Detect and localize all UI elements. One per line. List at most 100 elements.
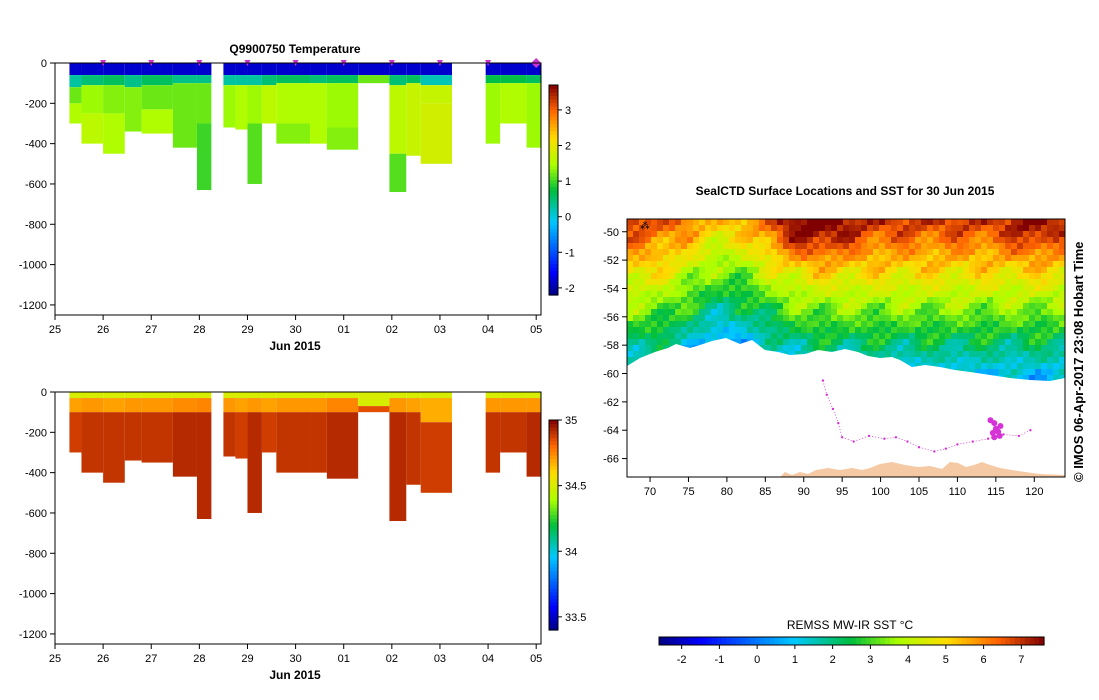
- sst-cell: [999, 363, 1005, 369]
- sst-cell: [939, 219, 945, 225]
- temperature-cells: [69, 63, 541, 193]
- sst-cell: [861, 285, 867, 291]
- sst-cell: [729, 243, 735, 249]
- sst-cell: [873, 267, 879, 273]
- sst-cell: [645, 303, 651, 309]
- sst-cell: [735, 219, 741, 225]
- sst-cell: [975, 243, 981, 249]
- sst-cell: [795, 249, 801, 255]
- profile-cell: [235, 412, 248, 459]
- colorbar-segment: [549, 451, 558, 456]
- sst-cell: [993, 297, 999, 303]
- sst-colorbar-tick-label: 4: [905, 654, 911, 666]
- sst-cell: [717, 285, 723, 291]
- sst-colorbar-segment: [769, 637, 776, 645]
- sst-cell: [1059, 327, 1065, 333]
- sst-cell: [1017, 357, 1023, 363]
- sst-cell: [933, 231, 939, 237]
- sst-cell: [903, 273, 909, 279]
- sst-cell: [771, 243, 777, 249]
- sst-cell: [639, 237, 645, 243]
- colorbar-segment: [549, 623, 558, 628]
- profile-cell: [389, 85, 407, 154]
- y-tick-label: -200: [25, 427, 47, 439]
- sst-cell: [975, 285, 981, 291]
- sst-cell: [771, 315, 777, 321]
- sst-cell: [897, 273, 903, 279]
- sst-cell: [1059, 237, 1065, 243]
- sst-colorbar-segment: [793, 637, 800, 645]
- sst-cell: [1059, 345, 1065, 351]
- sst-cell: [813, 303, 819, 309]
- sst-cell: [939, 339, 945, 345]
- sst-cell: [1017, 225, 1023, 231]
- sst-cell: [1035, 297, 1041, 303]
- sst-cell: [843, 303, 849, 309]
- sst-cell: [1053, 219, 1059, 225]
- colorbar-segment: [549, 204, 558, 209]
- sst-cell: [873, 231, 879, 237]
- sst-cell: [1029, 321, 1035, 327]
- sst-cell: [909, 225, 915, 231]
- colorbar-segment: [549, 186, 558, 191]
- sst-cell: [1011, 339, 1017, 345]
- sst-cell: [1017, 285, 1023, 291]
- sst-cell: [699, 267, 705, 273]
- sst-cell: [837, 315, 843, 321]
- sst-cell: [861, 237, 867, 243]
- sst-cell: [783, 267, 789, 273]
- map-y-tick-label: -50: [603, 227, 619, 239]
- sst-cell: [951, 249, 957, 255]
- sst-cell: [837, 237, 843, 243]
- sst-cell: [813, 333, 819, 339]
- sst-cell: [825, 267, 831, 273]
- sst-cell: [987, 333, 993, 339]
- colorbar-segment: [549, 595, 558, 600]
- sst-cell: [693, 219, 699, 225]
- profile-cell: [247, 392, 262, 399]
- sst-cell: [975, 369, 981, 375]
- sst-cell: [675, 261, 681, 267]
- sst-cell: [1017, 339, 1023, 345]
- profile-cell: [261, 412, 277, 453]
- sst-cell: [981, 219, 987, 225]
- sst-cell: [723, 297, 729, 303]
- sst-cell: [813, 315, 819, 321]
- sst-cell: [981, 345, 987, 351]
- sst-cell: [783, 309, 789, 315]
- sst-cell: [651, 309, 657, 315]
- sst-cell: [1041, 267, 1047, 273]
- sst-cell: [987, 345, 993, 351]
- antarctic-coast-land: [780, 462, 1065, 477]
- sst-cell: [957, 249, 963, 255]
- colorbar-segment: [549, 242, 558, 247]
- profile-cell: [261, 75, 277, 86]
- sst-cell: [933, 303, 939, 309]
- sst-cell: [639, 255, 645, 261]
- sst-cell: [693, 261, 699, 267]
- sst-colorbar-segment: [750, 637, 756, 645]
- sst-cell: [657, 345, 663, 351]
- sst-cell: [849, 255, 855, 261]
- sst-cell: [687, 273, 693, 279]
- sst-cell: [1059, 297, 1065, 303]
- sst-colorbar-segment: [745, 637, 752, 645]
- sst-cell: [897, 351, 903, 357]
- sst-cell: [711, 285, 717, 291]
- map-x-tick-label: 120: [1025, 486, 1043, 498]
- sst-cell: [657, 255, 663, 261]
- sst-cell: [855, 327, 861, 333]
- sst-cell: [987, 249, 993, 255]
- sst-cell: [723, 225, 729, 231]
- sst-cell: [939, 309, 945, 315]
- sst-cell: [765, 303, 771, 309]
- colorbar-segment: [549, 584, 558, 589]
- sst-cell: [897, 291, 903, 297]
- sst-cell: [633, 231, 639, 237]
- profile-cell: [141, 412, 173, 463]
- sst-cell: [975, 267, 981, 273]
- sst-cell: [873, 273, 879, 279]
- sst-cell: [885, 219, 891, 225]
- sst-cell: [861, 339, 867, 345]
- sst-cell: [627, 321, 633, 327]
